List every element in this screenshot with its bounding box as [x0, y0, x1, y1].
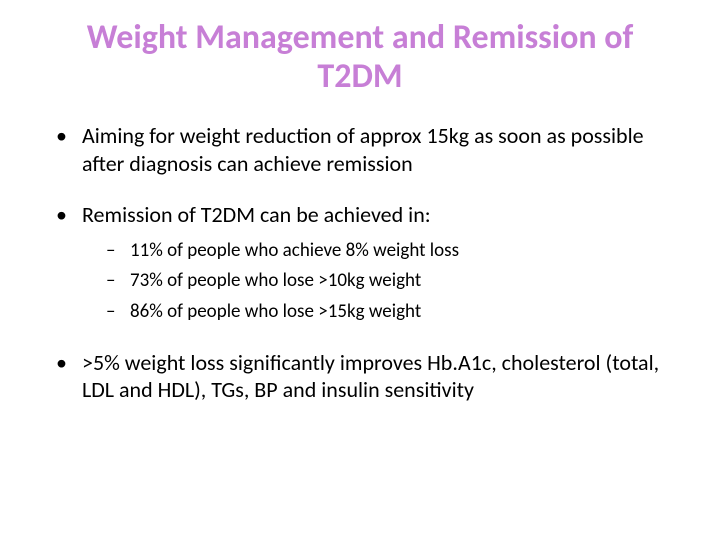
list-item-text: 86% of people who lose >15kg weight	[130, 300, 421, 323]
list-item: Remission of T2DM can be achieved in: 11…	[48, 201, 672, 325]
list-item-text: Remission of T2DM can be achieved in:	[82, 201, 431, 228]
list-item-text: Aiming for weight reduction of approx 15…	[82, 122, 644, 177]
list-item-text: 11% of people who achieve 8% weight loss	[130, 239, 459, 262]
slide-body: Aiming for weight reduction of approx 15…	[48, 122, 672, 404]
sub-bullet-list: 11% of people who achieve 8% weight loss…	[82, 239, 672, 325]
slide-title: Weight Management and Remission of T2DM	[48, 18, 672, 96]
list-item: >5% weight loss significantly improves H…	[48, 349, 672, 404]
list-item: 73% of people who lose >10kg weight	[82, 269, 672, 294]
bullet-list: Aiming for weight reduction of approx 15…	[48, 122, 672, 404]
list-item: Aiming for weight reduction of approx 15…	[48, 122, 672, 177]
list-item: 86% of people who lose >15kg weight	[82, 300, 672, 325]
list-item-text: 73% of people who lose >10kg weight	[130, 269, 421, 292]
list-item-text: >5% weight loss significantly improves H…	[82, 349, 659, 404]
list-item: 11% of people who achieve 8% weight loss	[82, 239, 672, 264]
